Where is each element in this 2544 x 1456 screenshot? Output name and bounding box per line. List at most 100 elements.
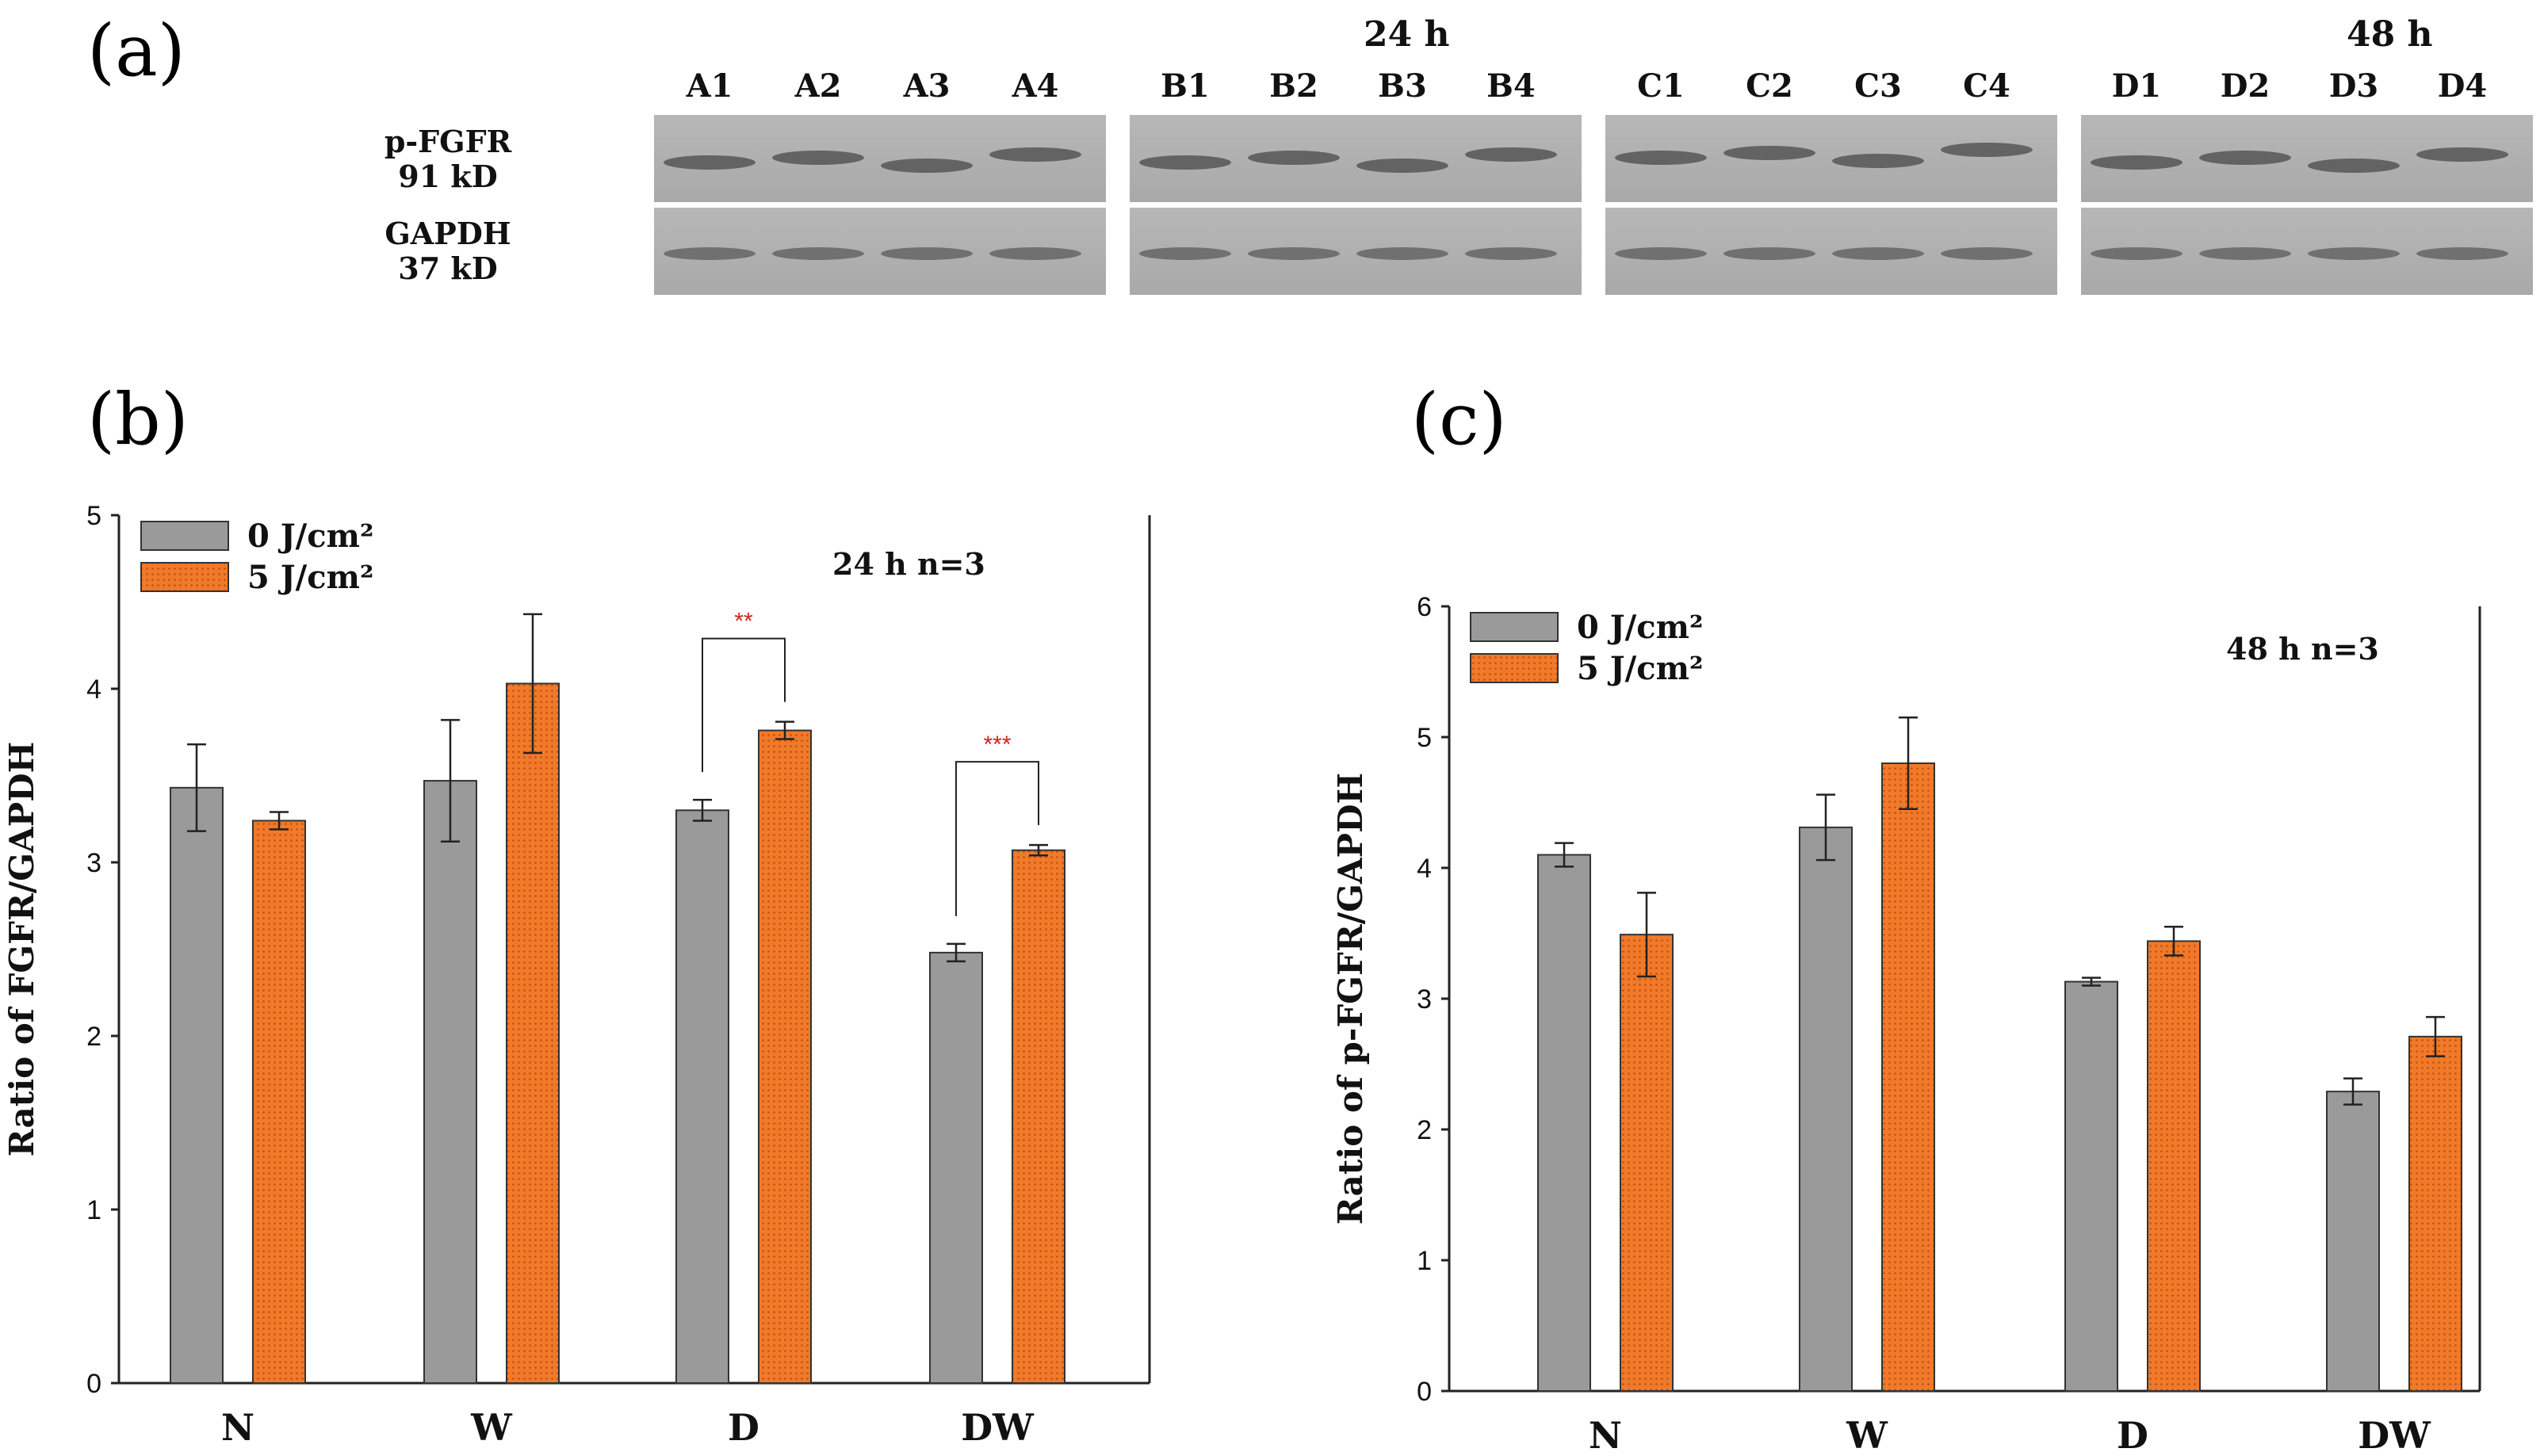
legend-label-treated: 5 J/cm²	[1577, 650, 1704, 687]
band-gapdh-b1	[1139, 247, 1231, 260]
panel-a-label: (a)	[87, 10, 186, 93]
category-label-d: D	[2117, 1414, 2148, 1456]
band-gapdh-c4	[1941, 247, 2033, 260]
band-gapdh-d4	[2416, 247, 2508, 260]
band-pfgfr-a3	[881, 159, 973, 173]
legend-label-control: 0 J/cm²	[247, 518, 374, 555]
band-gapdh-c2	[1723, 247, 1815, 260]
time-label-48h: 48 h	[2347, 14, 2433, 55]
y-axis-label: Ratio of FGFR/GAPDH	[2, 742, 41, 1157]
band-gapdh-b4	[1465, 247, 1557, 260]
band-label-pfgfr-mw: 91 kD	[398, 159, 497, 194]
error-bar-treated-n	[270, 811, 289, 831]
band-pfgfr-d2	[2199, 151, 2291, 165]
lane-label-c2: C2	[1746, 67, 1793, 105]
bar-treated-dw	[1012, 849, 1065, 1385]
bar-control-n	[1537, 854, 1591, 1392]
significance-bracket-dw: ***	[955, 732, 1039, 916]
y-tick-label: 3	[86, 848, 101, 878]
bar-treated-w	[506, 682, 560, 1384]
panel-c-label: (c)	[1411, 378, 1507, 461]
lane-label-b3: B3	[1378, 67, 1427, 105]
band-pfgfr-d4	[2416, 147, 2508, 162]
y-tick-label: 3	[1417, 984, 1432, 1015]
legend-swatch-control	[1470, 612, 1559, 642]
band-pfgfr-c4	[1941, 143, 2033, 157]
lane-label-b2: B2	[1269, 67, 1318, 105]
bar-treated-n	[1620, 934, 1674, 1392]
lane-label-a2: A2	[794, 67, 842, 105]
bar-control-w	[1799, 826, 1853, 1392]
band-pfgfr-a4	[989, 147, 1081, 162]
error-bar-control-dw	[2343, 1077, 2362, 1106]
band-gapdh-d1	[2091, 247, 2182, 260]
band-pfgfr-b2	[1248, 151, 1340, 165]
band-gapdh-a1	[664, 247, 756, 260]
bar-control-dw	[929, 951, 983, 1384]
lane-label-a3: A3	[903, 67, 951, 105]
y-tick-label: 4	[86, 674, 101, 705]
time-label-24h: 24 h	[1364, 14, 1450, 55]
error-bar-control-d	[693, 798, 712, 822]
band-pfgfr-b1	[1139, 155, 1231, 170]
lane-label-d4: D4	[2438, 67, 2488, 105]
category-label-n: N	[221, 1406, 254, 1449]
significance-bracket-d: **	[702, 609, 786, 773]
band-label-pfgfr: p-FGFR	[384, 124, 512, 159]
bracket-line	[955, 761, 1039, 916]
error-bar-control-w	[1816, 793, 1835, 862]
legend-swatch-treated	[140, 562, 229, 592]
band-gapdh-d2	[2199, 247, 2291, 260]
error-bar-control-n	[187, 743, 206, 832]
legend-label-control: 0 J/cm²	[1577, 609, 1704, 646]
band-gapdh-a3	[881, 247, 973, 260]
y-axis-label: Ratio of p-FGFR/GAPDH	[1331, 773, 1370, 1225]
bar-treated-d	[758, 729, 812, 1384]
lane-label-d3: D3	[2329, 67, 2379, 105]
band-pfgfr-d3	[2308, 159, 2400, 173]
bar-treated-n	[252, 820, 306, 1384]
error-bar-treated-d	[2164, 926, 2183, 957]
legend-label-treated: 5 J/cm²	[247, 559, 374, 596]
error-bar-control-n	[1555, 842, 1574, 868]
band-gapdh-a2	[772, 247, 864, 260]
band-pfgfr-c2	[1723, 146, 1815, 160]
western-blot: A1 A2 A3 A4 B1 B2 B3 B4 C1 C2 C3 C4 D1 D2 D3 D4	[654, 67, 2533, 295]
lane-label-c4: C4	[1963, 67, 2010, 105]
y-tick-label: 4	[1417, 854, 1432, 884]
bar-control-w	[423, 780, 477, 1384]
category-label-d: D	[728, 1406, 759, 1449]
error-bar-treated-w	[1899, 717, 1918, 810]
lane-label-a4: A4	[1012, 67, 1059, 105]
y-tick-label: 5	[86, 501, 101, 531]
y-tick-label: 5	[1417, 723, 1432, 753]
y-tick-label: 6	[1417, 592, 1432, 622]
y-tick-label: 1	[86, 1195, 101, 1225]
lane-label-a1: A1	[686, 67, 733, 105]
band-pfgfr-d1	[2091, 155, 2182, 170]
bar-control-dw	[2326, 1091, 2380, 1393]
error-bar-treated-dw	[1029, 843, 1048, 857]
bar-treated-dw	[2408, 1035, 2462, 1392]
error-bar-treated-dw	[2426, 1015, 2445, 1057]
band-gapdh-c3	[1832, 247, 1924, 260]
band-gapdh-b2	[1248, 247, 1340, 260]
error-bar-control-dw	[947, 942, 966, 963]
category-label-dw: DW	[2358, 1414, 2431, 1456]
chart-annotation: 24 h n=3	[832, 546, 985, 582]
bar-treated-w	[1881, 762, 1935, 1392]
band-pfgfr-c1	[1615, 151, 1707, 165]
bracket-line	[702, 637, 786, 773]
category-label-n: N	[1589, 1414, 1622, 1456]
error-bar-control-d	[2082, 976, 2101, 987]
category-label-dw: DW	[961, 1406, 1035, 1449]
bar-control-d	[2064, 980, 2118, 1393]
bar-control-d	[675, 809, 729, 1384]
band-pfgfr-c3	[1832, 154, 1924, 168]
lane-label-d2: D2	[2221, 67, 2270, 105]
category-label-w: W	[470, 1406, 513, 1449]
y-tick-label: 0	[1417, 1377, 1432, 1407]
y-tick-label: 1	[1417, 1246, 1432, 1276]
